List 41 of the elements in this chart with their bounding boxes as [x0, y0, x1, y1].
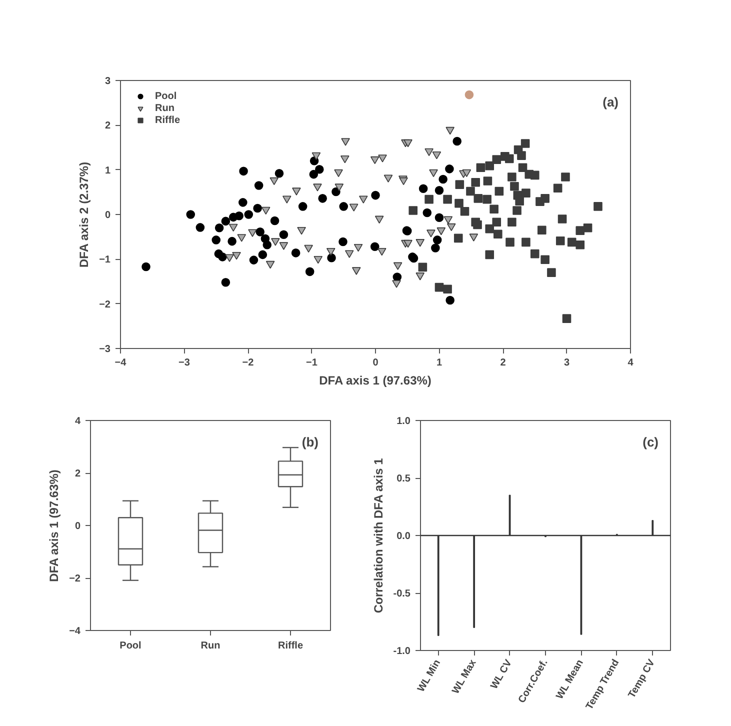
legend-label: Pool	[155, 90, 177, 102]
x-tick-label: Riffle	[278, 640, 304, 652]
y-tick-label: -1.0	[393, 646, 411, 657]
legend-label: Riffle	[155, 114, 180, 126]
annotation: (c)	[642, 434, 658, 450]
y-axis-title: Correlation with DFA axis 1	[371, 458, 386, 614]
x-tick-label: −4	[114, 358, 127, 368]
y-tick-label: 1	[104, 165, 111, 176]
y-tick-label: 0	[74, 521, 81, 532]
y-tick-label: −3	[99, 344, 111, 355]
x-tick-label: −2	[242, 358, 254, 368]
x-tick-label: 2	[500, 358, 506, 368]
y-tick-label: 2	[104, 120, 111, 132]
y-tick-label: 4	[74, 416, 81, 427]
y-tick-label: 0	[104, 210, 111, 221]
y-tick-label: 0.5	[396, 474, 411, 484]
x-tick-label: −1	[306, 358, 318, 368]
x-tick-label: 3	[564, 358, 570, 368]
legend-label: Run	[155, 102, 175, 114]
y-tick-label: 1.0	[396, 416, 411, 427]
y-axis-title: DFA axis 1 (97.63%)	[47, 470, 62, 582]
x-tick-label: 4	[628, 358, 634, 368]
annotation: (b)	[302, 434, 319, 450]
x-tick-label: Pool	[120, 640, 142, 652]
x-tick-label: 0	[372, 358, 379, 368]
x-tick-label: −3	[178, 358, 190, 368]
y-tick-label: −4	[69, 626, 81, 637]
y-tick-label: −1	[99, 254, 111, 266]
y-axis-title: DFA axis 2 (2.37%)	[77, 162, 92, 268]
x-tick-label: WL Min	[416, 658, 444, 694]
y-tick-label: 3	[104, 76, 111, 87]
y-tick-label: −2	[99, 299, 111, 310]
x-tick-label: Run	[200, 640, 220, 652]
y-tick-label: -0.5	[393, 588, 411, 600]
annotation: (a)	[602, 94, 618, 110]
y-tick-label: −2	[69, 574, 81, 584]
x-axis-title: DFA axis 1 (97.63%)	[319, 374, 432, 388]
x-tick-label: WL CV	[488, 658, 515, 692]
y-tick-label: 0.0	[396, 531, 411, 542]
y-tick-label: 2	[74, 468, 81, 480]
x-tick-label: 1	[436, 358, 442, 368]
